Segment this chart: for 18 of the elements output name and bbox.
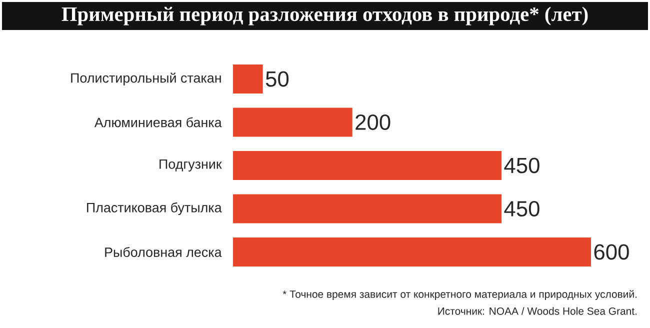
y-tick-label: Подгузник	[160, 159, 222, 172]
text: Источник: NOAA / Woods Hole Sea Grant.	[438, 307, 637, 315]
data-label: 600	[594, 244, 629, 260]
chart-title: Примерный период разложения отходов в природе* (лет)	[62, 6, 588, 26]
data-label: 200	[356, 114, 390, 130]
bar	[233, 64, 263, 94]
bar	[233, 150, 502, 180]
bar	[233, 108, 352, 137]
data-label: 450	[504, 158, 540, 174]
y-tick-label: Пластиковая бутылка	[87, 202, 222, 216]
bar	[233, 237, 592, 266]
y-tick-label: Алюминиевая банка	[94, 117, 222, 128]
text: * Точное время зависит от конкретного материала и природных условий.	[282, 290, 637, 300]
data-label: 50	[266, 71, 289, 87]
bar	[233, 194, 502, 224]
y-tick-label: Рыболовная леска	[105, 246, 222, 257]
y-tick-label: Полистирольный стакан	[71, 72, 221, 86]
data-label: 450	[504, 200, 540, 216]
